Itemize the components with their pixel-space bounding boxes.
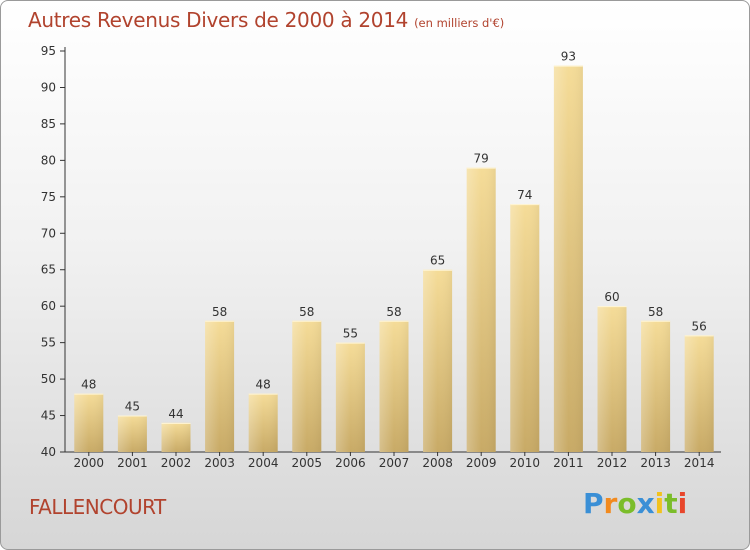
x-tick-label: 2014 xyxy=(684,456,715,470)
bar-shine xyxy=(161,422,191,452)
logo-letter: r xyxy=(603,487,618,520)
x-tick-label: 2011 xyxy=(553,456,584,470)
x-tick-label: 2005 xyxy=(292,456,323,470)
y-tick-label: 45 xyxy=(41,409,56,423)
x-tick-label: 2010 xyxy=(510,456,541,470)
proxiti-logo: Proxiti xyxy=(583,487,687,520)
logo-letter: i xyxy=(654,487,665,520)
bar-shine xyxy=(466,167,496,452)
chart-title: Autres Revenus Divers de 2000 à 2014 (en … xyxy=(28,8,504,32)
bar-shine xyxy=(379,320,409,452)
bars xyxy=(74,65,714,452)
x-tick-label: 2013 xyxy=(640,456,671,470)
bar-value-label: 79 xyxy=(474,152,489,166)
x-tick-label: 2001 xyxy=(117,456,148,470)
bar-shine xyxy=(684,335,714,452)
x-tick-label: 2006 xyxy=(335,456,366,470)
bar-value-label: 58 xyxy=(212,305,227,319)
bar-shine xyxy=(248,393,278,452)
bar-shine xyxy=(205,320,235,452)
y-tick-label: 90 xyxy=(41,80,56,94)
axes: 40 45 50 55 60 65 70 75 80 85 90 95 2000 2001 2002 2003… xyxy=(41,44,721,470)
x-tick-label: 2000 xyxy=(74,456,105,470)
chart-title-main: Autres Revenus Divers de 2000 à 2014 xyxy=(28,8,409,32)
bar-value-label: 44 xyxy=(168,407,183,421)
bar-shine xyxy=(423,269,453,452)
bar-shine xyxy=(597,306,627,452)
bar-shine xyxy=(641,320,671,452)
x-tick-label: 2008 xyxy=(422,456,453,470)
bar-value-label: 56 xyxy=(692,319,707,333)
bar-shine xyxy=(74,393,104,452)
x-tick-label: 2002 xyxy=(161,456,192,470)
y-tick-label: 85 xyxy=(41,117,56,131)
x-tick-label: 2007 xyxy=(379,456,410,470)
logo-letter: i xyxy=(677,487,688,520)
logo-letter: t xyxy=(664,487,678,520)
bar-value-label: 93 xyxy=(561,50,576,64)
x-tick-label: 2009 xyxy=(466,456,497,470)
bar-value-label: 58 xyxy=(386,305,401,319)
bar-shine xyxy=(510,204,540,452)
bar-value-label: 45 xyxy=(125,400,140,414)
bar-value-label: 58 xyxy=(299,305,314,319)
bar-value-label: 48 xyxy=(81,378,96,392)
logo-letter: o xyxy=(617,487,637,520)
x-tick-label: 2012 xyxy=(597,456,628,470)
y-tick-label: 70 xyxy=(41,226,56,240)
bar-shine xyxy=(292,320,322,452)
y-tick-label: 75 xyxy=(41,190,56,204)
value-labels: 48 45 44 58 48 58 55 58 65 79 74 93 60 58 56 xyxy=(81,50,707,421)
place-name: FALLENCOURT xyxy=(29,495,166,519)
chart-subtitle: (en milliers d'€) xyxy=(414,16,505,30)
y-tick-label: 50 xyxy=(41,372,56,386)
bar-shine xyxy=(553,65,583,452)
bar-value-label: 48 xyxy=(256,378,271,392)
y-tick-label: 65 xyxy=(41,263,56,277)
logo-letter: P xyxy=(583,487,604,520)
x-tick-label: 2003 xyxy=(204,456,235,470)
bar-shine xyxy=(117,415,147,452)
y-tick-label: 60 xyxy=(41,299,56,313)
bar-value-label: 55 xyxy=(343,327,358,341)
y-tick-label: 40 xyxy=(41,445,56,459)
y-tick-label: 55 xyxy=(41,336,56,350)
y-tick-label: 95 xyxy=(41,44,56,58)
bar-value-label: 58 xyxy=(648,305,663,319)
bar-value-label: 65 xyxy=(430,254,445,268)
logo-letter: x xyxy=(636,487,655,520)
x-tick-label: 2004 xyxy=(248,456,279,470)
bar-shine xyxy=(335,342,365,452)
y-tick-label: 80 xyxy=(41,153,56,167)
bar-value-label: 60 xyxy=(604,290,619,304)
bar-value-label: 74 xyxy=(517,188,532,202)
